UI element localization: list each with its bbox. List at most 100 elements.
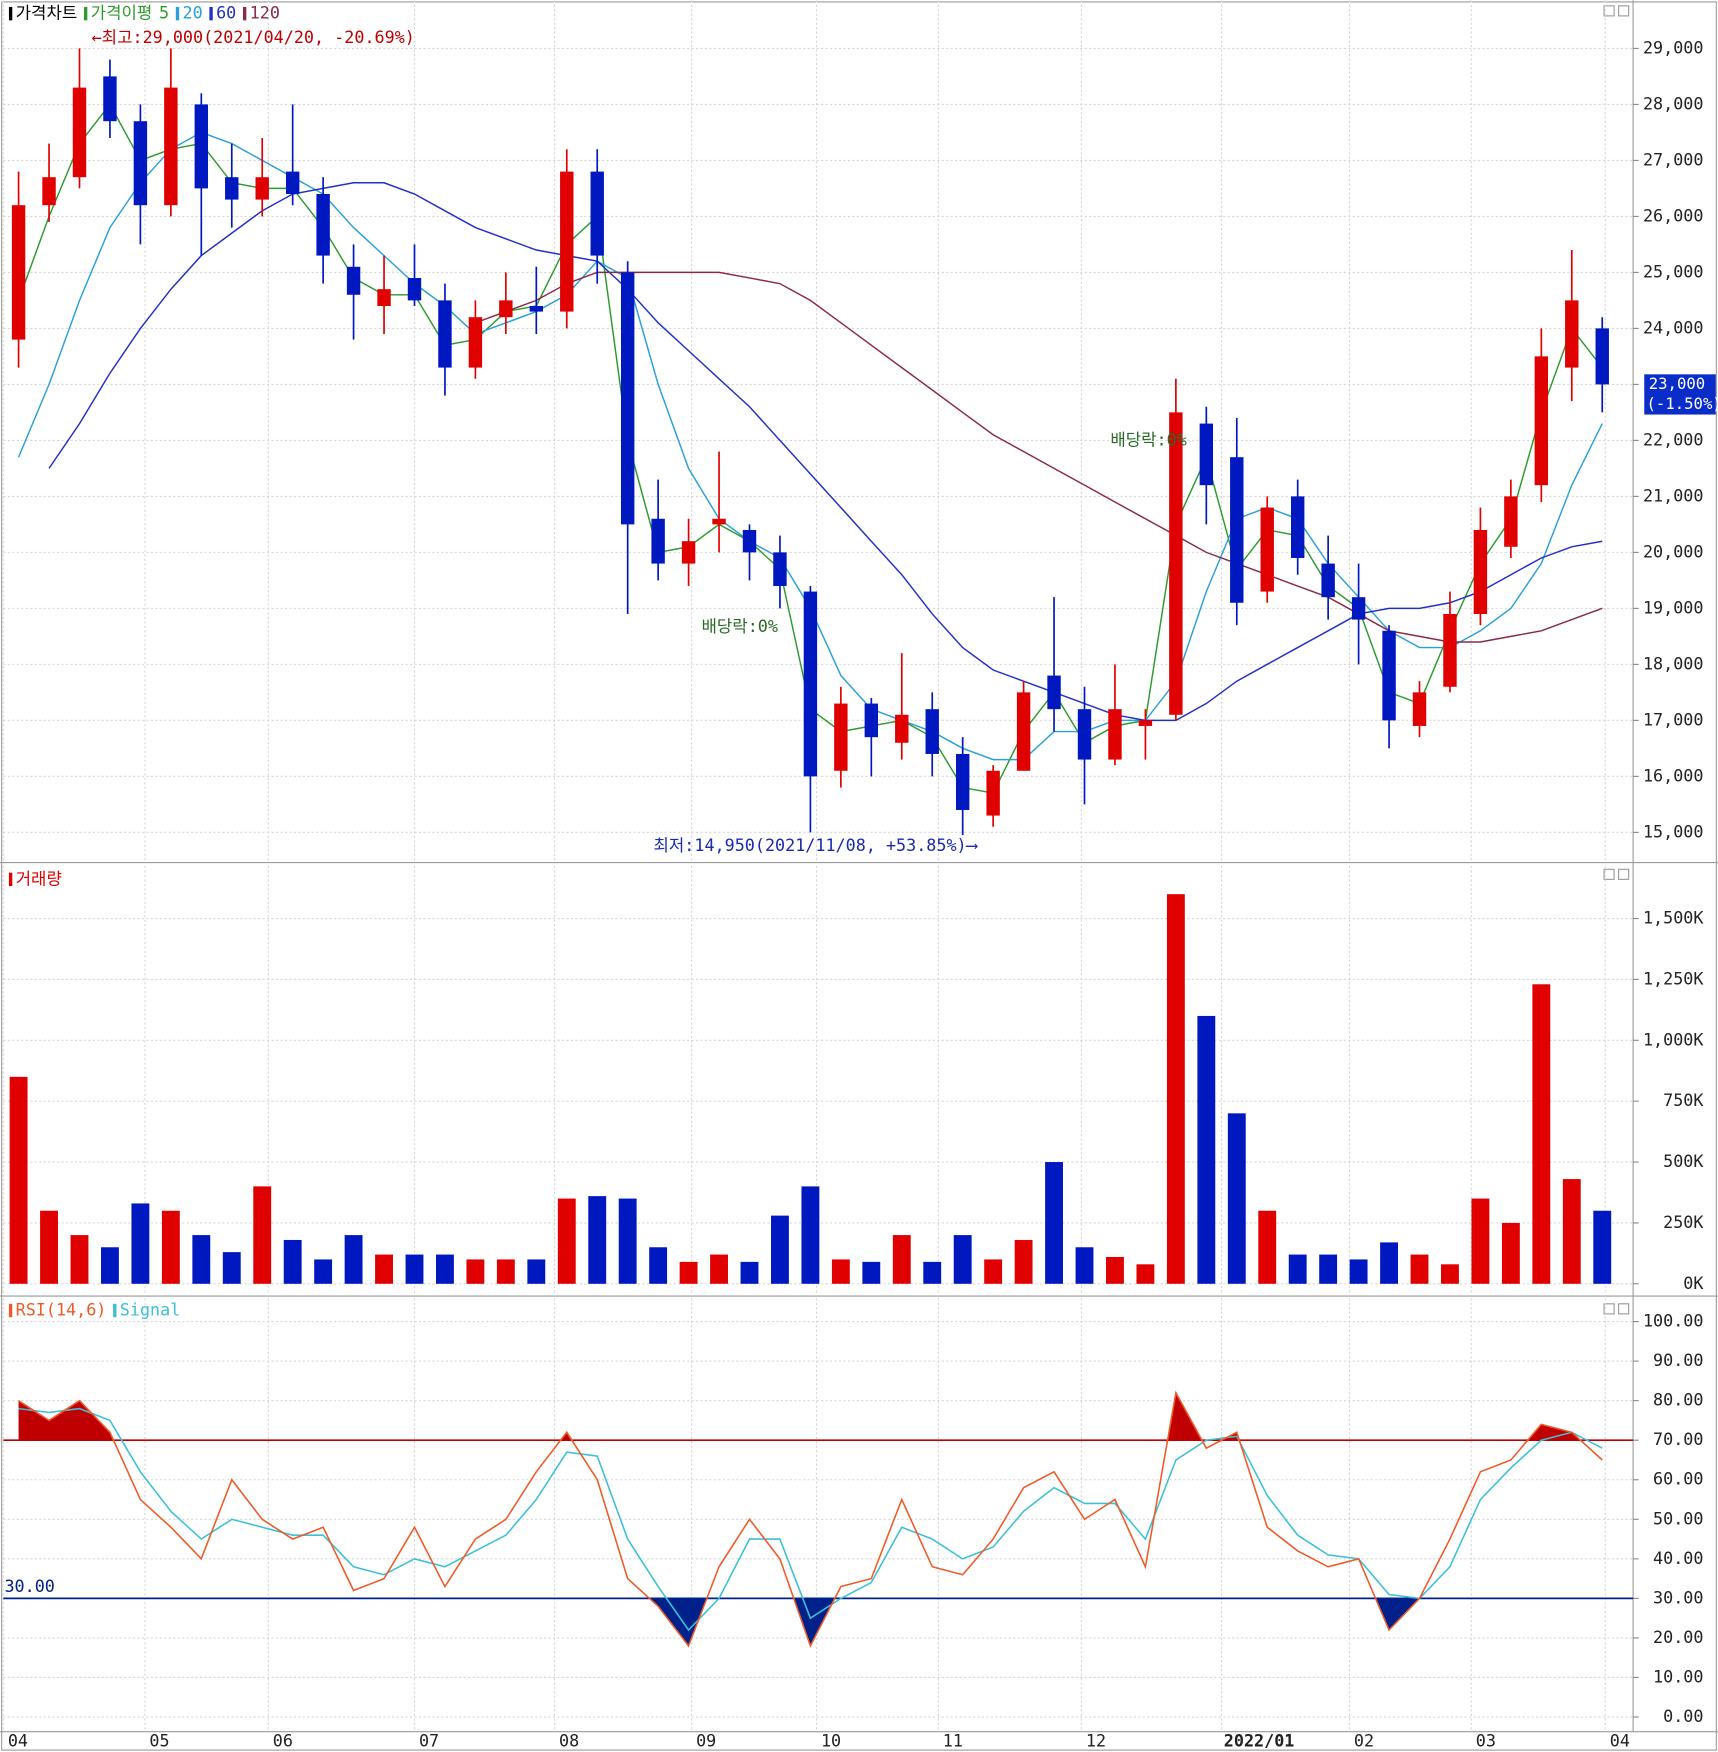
current-price-label: 23,000 xyxy=(1649,374,1705,393)
volume-bar xyxy=(649,1247,668,1284)
volume-bar xyxy=(588,1196,607,1284)
volume-bar xyxy=(831,1259,850,1284)
candle-body xyxy=(712,518,726,525)
y-tick-label: 19,000 xyxy=(1643,597,1704,617)
candle-body xyxy=(133,121,148,206)
volume-bar xyxy=(344,1235,363,1284)
volume-bar xyxy=(679,1261,698,1284)
volume-bar xyxy=(557,1198,576,1284)
panel-button[interactable] xyxy=(1603,5,1615,17)
volume-bar xyxy=(70,1235,89,1284)
x-tick-label: 09 xyxy=(696,1731,716,1751)
legend-marker xyxy=(8,872,13,887)
volume-bar xyxy=(740,1261,759,1284)
y-tick-label: 100.00 xyxy=(1643,1311,1704,1331)
moving-average-line xyxy=(475,271,1603,643)
legend-marker xyxy=(242,6,247,21)
candle-body xyxy=(590,171,604,256)
candle-body xyxy=(1504,496,1518,547)
panel-button[interactable] xyxy=(1618,868,1630,880)
y-tick-label: 80.00 xyxy=(1653,1390,1703,1410)
volume-bar xyxy=(1562,1179,1581,1284)
current-price-box xyxy=(1644,374,1716,415)
candle-body xyxy=(377,289,391,306)
legend-label: 20 xyxy=(183,3,203,23)
x-tick-label: 06 xyxy=(273,1731,293,1751)
volume-bar xyxy=(771,1215,789,1284)
volume-bar xyxy=(1501,1222,1520,1284)
y-tick-label: 15,000 xyxy=(1643,821,1704,841)
volume-bar xyxy=(1075,1247,1094,1284)
candle-body xyxy=(1260,507,1274,592)
volume-bar xyxy=(984,1259,1003,1284)
candle-body xyxy=(103,76,117,122)
y-tick-label: 40.00 xyxy=(1653,1548,1703,1568)
volume-bar xyxy=(710,1254,728,1284)
x-tick-label: 02 xyxy=(1354,1731,1374,1751)
candle-body xyxy=(681,541,696,564)
y-tick-label: 17,000 xyxy=(1643,709,1704,729)
volume-bar xyxy=(1319,1254,1338,1284)
legend-marker xyxy=(83,6,88,21)
high-annotation: ←최고:29,000(2021/04/20, -20.69%) xyxy=(92,27,415,47)
volume-bar xyxy=(466,1259,485,1284)
candle-body xyxy=(1412,692,1427,726)
candle-body xyxy=(1016,692,1031,771)
candle-body xyxy=(468,317,483,368)
volume-bar xyxy=(1441,1264,1459,1284)
y-tick-label: 28,000 xyxy=(1643,93,1704,113)
volume-bar xyxy=(436,1254,454,1284)
candle-body xyxy=(560,171,574,312)
candle-body xyxy=(986,770,1000,816)
panel-button[interactable] xyxy=(1618,5,1630,17)
panel-button[interactable] xyxy=(1618,1303,1630,1315)
candle-body xyxy=(72,87,87,178)
volume-bar xyxy=(101,1247,119,1284)
candle-body xyxy=(1321,563,1335,598)
legend-label: RSI(14,6) xyxy=(16,1300,107,1320)
y-tick-label: 0.00 xyxy=(1663,1706,1703,1726)
volume-bar xyxy=(1349,1259,1368,1284)
volume-bar xyxy=(923,1261,942,1284)
volume-bar xyxy=(131,1203,150,1284)
y-tick-label: 25,000 xyxy=(1643,261,1704,281)
y-tick-label: 70.00 xyxy=(1653,1429,1703,1449)
candle-body xyxy=(225,177,239,200)
volume-bar xyxy=(9,1076,28,1284)
y-tick-label: 20.00 xyxy=(1653,1627,1703,1647)
volume-bar xyxy=(192,1235,211,1284)
volume-bar xyxy=(1288,1254,1307,1284)
volume-bar xyxy=(1197,1015,1216,1284)
panel-button[interactable] xyxy=(1603,868,1615,880)
volume-bar xyxy=(1014,1239,1033,1284)
legend-label: 가격이평 xyxy=(91,3,153,23)
candle-body xyxy=(742,529,757,553)
rsi-lower-fill xyxy=(18,1598,1603,1646)
candle-body xyxy=(164,87,178,206)
legend-label: 5 xyxy=(159,3,169,23)
x-tick-label: 04 xyxy=(1610,1731,1630,1751)
y-tick-label: 1,250K xyxy=(1643,968,1704,988)
candle-body xyxy=(925,709,939,754)
panel-button[interactable] xyxy=(1603,1303,1615,1315)
candle-body xyxy=(529,305,544,312)
volume-bar xyxy=(253,1186,272,1284)
volume-bar xyxy=(314,1259,333,1284)
candle-body xyxy=(834,703,848,771)
y-tick-label: 27,000 xyxy=(1643,149,1704,169)
candle-body xyxy=(1595,328,1609,385)
volume-bar xyxy=(801,1186,820,1284)
candle-body xyxy=(1138,720,1153,726)
x-tick-label: 12 xyxy=(1086,1731,1106,1751)
candle-body xyxy=(895,714,909,743)
volume-bar xyxy=(1380,1242,1398,1284)
volume-bar xyxy=(1166,894,1185,1284)
candle-body xyxy=(651,518,665,564)
y-tick-label: 26,000 xyxy=(1643,205,1704,225)
moving-average-line xyxy=(48,182,1603,722)
y-tick-label: 0K xyxy=(1683,1273,1704,1293)
